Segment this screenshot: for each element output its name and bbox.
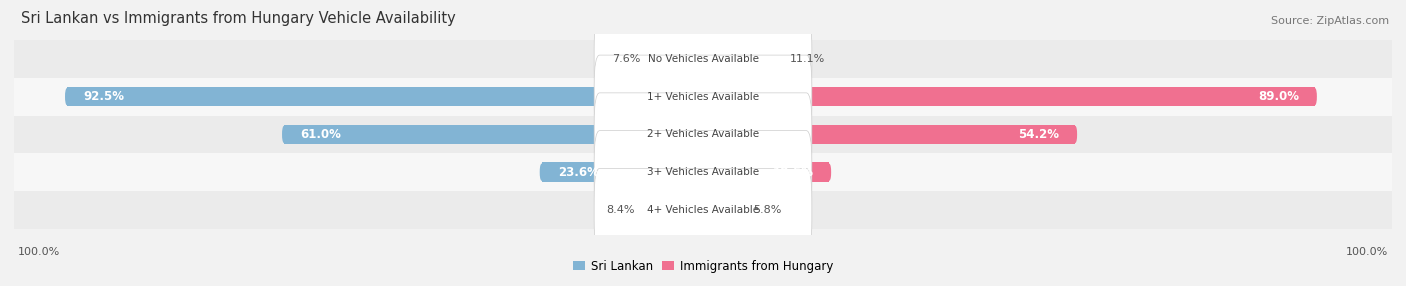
Text: 3+ Vehicles Available: 3+ Vehicles Available	[647, 167, 759, 177]
Circle shape	[740, 202, 742, 218]
Text: 5.8%: 5.8%	[754, 205, 782, 215]
Legend: Sri Lankan, Immigrants from Hungary: Sri Lankan, Immigrants from Hungary	[572, 260, 834, 273]
Text: 92.5%: 92.5%	[83, 90, 124, 103]
Text: 1+ Vehicles Available: 1+ Vehicles Available	[647, 92, 759, 102]
Text: 11.1%: 11.1%	[790, 54, 825, 64]
Bar	[647, 200, 703, 220]
Circle shape	[645, 202, 648, 218]
Text: 8.4%: 8.4%	[606, 205, 634, 215]
Bar	[703, 87, 1315, 106]
Text: Sri Lankan vs Immigrants from Hungary Vehicle Availability: Sri Lankan vs Immigrants from Hungary Ve…	[21, 11, 456, 26]
Circle shape	[66, 89, 69, 104]
Bar	[284, 125, 703, 144]
Text: 89.0%: 89.0%	[1258, 90, 1299, 103]
Text: 100.0%: 100.0%	[18, 247, 60, 257]
FancyBboxPatch shape	[595, 168, 811, 251]
Text: 54.2%: 54.2%	[1018, 128, 1059, 141]
FancyBboxPatch shape	[595, 17, 811, 100]
Bar	[703, 200, 741, 220]
Bar	[703, 125, 1076, 144]
Bar	[14, 191, 1392, 229]
Circle shape	[776, 51, 779, 67]
Text: 7.6%: 7.6%	[612, 54, 640, 64]
Bar	[67, 87, 703, 106]
Text: 18.5%: 18.5%	[772, 166, 813, 179]
Circle shape	[1313, 89, 1316, 104]
Bar	[14, 153, 1392, 191]
Bar	[14, 78, 1392, 116]
Text: 61.0%: 61.0%	[299, 128, 340, 141]
Bar	[652, 49, 703, 69]
Text: 2+ Vehicles Available: 2+ Vehicles Available	[647, 130, 759, 139]
Bar	[541, 162, 703, 182]
Circle shape	[540, 164, 543, 180]
Circle shape	[283, 127, 285, 142]
FancyBboxPatch shape	[595, 55, 811, 138]
Text: 4+ Vehicles Available: 4+ Vehicles Available	[647, 205, 759, 215]
Circle shape	[1074, 127, 1077, 142]
Text: No Vehicles Available: No Vehicles Available	[648, 54, 758, 64]
Text: 100.0%: 100.0%	[1346, 247, 1388, 257]
FancyBboxPatch shape	[595, 93, 811, 176]
Text: 23.6%: 23.6%	[558, 166, 599, 179]
Circle shape	[651, 51, 654, 67]
Bar	[14, 40, 1392, 78]
Circle shape	[828, 164, 831, 180]
FancyBboxPatch shape	[595, 131, 811, 214]
Text: Source: ZipAtlas.com: Source: ZipAtlas.com	[1271, 16, 1389, 26]
Bar	[703, 49, 778, 69]
Bar	[703, 162, 830, 182]
Bar	[14, 116, 1392, 153]
